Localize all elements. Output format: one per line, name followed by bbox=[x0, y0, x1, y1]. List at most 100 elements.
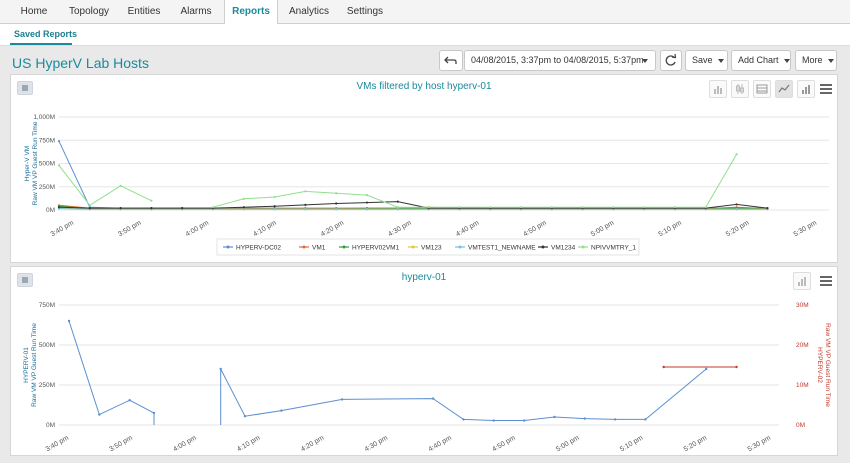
y-axis-label: Raw VM VP Guest Run Time bbox=[31, 323, 38, 407]
y-right-axis-label: Raw VM VP Guest Run Time bbox=[824, 323, 831, 407]
y-tick-label: 250M bbox=[39, 382, 55, 389]
column-chart-button[interactable] bbox=[709, 80, 727, 98]
y-right-tick-label: 10M bbox=[796, 382, 809, 389]
legend-item: NPIVVMTRY_1 bbox=[591, 245, 636, 252]
legend-marker bbox=[226, 245, 230, 249]
x-tick-label: 3:50 pm bbox=[108, 435, 134, 454]
x-tick-label: 4:10 pm bbox=[236, 435, 262, 454]
candlestick-chart-button[interactable] bbox=[731, 80, 749, 98]
x-tick-label: 4:20 pm bbox=[300, 435, 326, 454]
add-chart-button[interactable]: Add Chart bbox=[731, 50, 791, 71]
back-button[interactable] bbox=[439, 50, 463, 71]
x-tick-label: 4:30 pm bbox=[387, 220, 413, 239]
y-tick-label: 250M bbox=[39, 184, 55, 191]
line-chart-vms: 0M 250M 500M 750M 1,000M Hyper-V VM Raw VM VP … bbox=[24, 114, 829, 256]
chevron-down-icon bbox=[783, 58, 790, 63]
x-tick-label: 4:00 pm bbox=[172, 435, 198, 454]
y-tick-label: 500M bbox=[39, 161, 55, 168]
save-label: Save bbox=[692, 55, 713, 65]
x-tick-label: 5:30 pm bbox=[747, 435, 773, 454]
candlestick-chart-icon bbox=[736, 84, 744, 94]
chart-panel-hyperv01: hyperv-01 0M 250M 500M 750M 0M 10M 20M 30M HYPER… bbox=[10, 266, 838, 456]
y-right-tick-label: 0M bbox=[796, 422, 805, 429]
bar-chart-button[interactable] bbox=[793, 272, 811, 290]
series-line bbox=[68, 320, 707, 425]
legend-item: VM1 bbox=[312, 245, 326, 252]
y-right-tick-label: 30M bbox=[796, 302, 809, 309]
chevron-down-icon bbox=[717, 58, 724, 63]
legend-item: HYPERV-DC02 bbox=[236, 245, 281, 252]
hamburger-menu-icon[interactable] bbox=[820, 276, 832, 286]
legend-marker bbox=[581, 245, 585, 249]
tab-analytics[interactable]: Analytics bbox=[288, 6, 329, 17]
x-tick-label: 5:10 pm bbox=[658, 220, 684, 239]
y-right-axis-label: HYPERV-02 bbox=[816, 347, 823, 383]
y-tick-label: 0M bbox=[46, 207, 55, 214]
x-tick-label: 3:40 pm bbox=[45, 435, 71, 454]
save-button[interactable]: Save bbox=[685, 50, 728, 71]
collapse-panel-icon[interactable] bbox=[17, 81, 33, 95]
y-tick-label: 750M bbox=[39, 302, 55, 309]
tab-reports[interactable]: Reports bbox=[224, 0, 278, 25]
tab-entities[interactable]: Entities bbox=[127, 6, 161, 17]
series-line bbox=[58, 208, 768, 210]
column-chart-icon bbox=[714, 86, 722, 94]
legend-marker bbox=[342, 245, 346, 249]
y-tick-label: 750M bbox=[39, 137, 55, 144]
x-tick-label: 5:20 pm bbox=[725, 220, 751, 239]
y-tick-label: 500M bbox=[39, 342, 55, 349]
legend-item: VMTEST1_NEWNAME bbox=[468, 245, 536, 252]
chart-title: VMs filtered by host hyperv-01 bbox=[356, 81, 492, 92]
x-tick-label: 4:10 pm bbox=[252, 220, 278, 239]
back-arrow-icon bbox=[444, 56, 457, 64]
x-tick-label: 4:00 pm bbox=[185, 220, 211, 239]
x-tick-label: 4:50 pm bbox=[491, 435, 517, 454]
tab-saved-reports[interactable]: Saved Reports bbox=[14, 29, 78, 39]
x-tick-label: 3:50 pm bbox=[117, 220, 143, 239]
tab-topology[interactable]: Topology bbox=[68, 6, 110, 17]
collapse-panel-icon[interactable] bbox=[17, 273, 33, 287]
y-tick-label: 1,000M bbox=[33, 114, 55, 121]
legend-marker bbox=[411, 245, 415, 249]
bar-chart-button[interactable] bbox=[797, 80, 815, 98]
table-icon bbox=[756, 84, 768, 94]
tab-alarms[interactable]: Alarms bbox=[180, 6, 212, 17]
tab-home[interactable]: Home bbox=[20, 6, 48, 17]
tab-settings[interactable]: Settings bbox=[346, 6, 384, 17]
x-tick-label: 4:50 pm bbox=[522, 220, 548, 239]
chart-title: hyperv-01 bbox=[401, 272, 447, 283]
chevron-down-icon bbox=[827, 58, 834, 63]
x-tick-label: 5:30 pm bbox=[793, 220, 819, 239]
y-axis-label: Hyper-V VM bbox=[24, 146, 31, 181]
sub-navigation: Saved Reports bbox=[0, 24, 850, 46]
chevron-down-icon bbox=[642, 59, 648, 63]
series-line bbox=[58, 153, 738, 208]
line-chart-icon bbox=[778, 84, 790, 93]
x-tick-label: 5:20 pm bbox=[683, 435, 709, 454]
x-tick-label: 5:00 pm bbox=[590, 220, 616, 239]
series-line bbox=[58, 201, 768, 209]
x-tick-label: 4:30 pm bbox=[364, 435, 390, 454]
legend-item: VM123 bbox=[421, 245, 442, 252]
date-range-select[interactable]: 04/08/2015, 3:37pm to 04/08/2015, 5:37pm bbox=[464, 50, 656, 71]
table-button[interactable] bbox=[753, 80, 771, 98]
x-tick-label: 4:40 pm bbox=[455, 220, 481, 239]
x-tick-label: 3:40 pm bbox=[50, 220, 76, 239]
x-tick-label: 5:10 pm bbox=[619, 435, 645, 454]
y-tick-label: 0M bbox=[46, 422, 55, 429]
x-tick-label: 4:20 pm bbox=[320, 220, 346, 239]
refresh-button[interactable] bbox=[660, 50, 682, 71]
more-button[interactable]: More bbox=[795, 50, 837, 71]
bar-chart-icon bbox=[802, 85, 810, 94]
bar-chart-icon bbox=[798, 277, 806, 286]
x-tick-label: 5:00 pm bbox=[555, 435, 581, 454]
active-tab-underline bbox=[10, 43, 72, 45]
y-axis-label: Raw VM VP Guest Run Time bbox=[32, 121, 39, 205]
line-chart-button[interactable] bbox=[775, 80, 793, 98]
legend-marker bbox=[541, 245, 545, 249]
chart-panel-vms: VMs filtered by host hyperv-01 0M 250M 500… bbox=[10, 74, 838, 263]
legend-marker bbox=[302, 245, 306, 249]
series-line bbox=[58, 140, 768, 209]
legend-box bbox=[216, 238, 640, 256]
hamburger-menu-icon[interactable] bbox=[820, 84, 832, 94]
